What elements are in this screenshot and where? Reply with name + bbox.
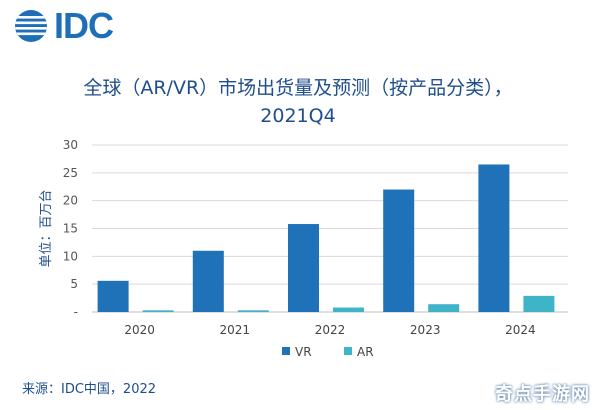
legend-label-vr: VR xyxy=(295,345,312,359)
x-tick-label: 2021 xyxy=(220,323,251,337)
bar-ar-2024 xyxy=(523,295,555,312)
bar-vr-2024 xyxy=(478,164,510,312)
y-tick-label: 25 xyxy=(63,166,78,180)
x-tick-label: 2020 xyxy=(124,323,155,337)
y-tick-label: 10 xyxy=(63,249,78,263)
watermark: 奇点手游网 xyxy=(495,384,590,405)
chart-title-line2: 2021Q4 xyxy=(260,105,336,127)
bar-ar-2023 xyxy=(428,304,460,312)
y-axis-label: 单位：百万台 xyxy=(39,189,54,267)
bar-ar-2020 xyxy=(142,310,174,312)
y-tick-label: 5 xyxy=(70,277,78,291)
bar-vr-2022 xyxy=(288,224,319,312)
y-tick-label: - xyxy=(74,305,78,319)
bar-vr-2023 xyxy=(383,189,415,312)
chart-title: 全球（AR/VR）市场出货量及预测（按产品分类）， 2021Q4 xyxy=(0,74,596,130)
legend-swatch-ar xyxy=(344,347,352,355)
logo-text: IDC xyxy=(54,5,114,46)
idc-logo: IDC xyxy=(14,5,114,46)
bar-vr-2020 xyxy=(97,280,129,312)
chart-title-line1: 全球（AR/VR）市场出货量及预测（按产品分类）， xyxy=(83,77,513,99)
x-tick-label: 2024 xyxy=(505,323,536,337)
legend-label-ar: AR xyxy=(357,345,374,359)
x-tick-label: 2023 xyxy=(410,323,441,337)
legend-swatch-vr xyxy=(282,347,290,355)
y-tick-label: 30 xyxy=(63,138,78,152)
y-tick-label: 20 xyxy=(63,194,78,208)
x-tick-label: 2022 xyxy=(315,323,346,337)
bar-vr-2021 xyxy=(192,250,224,312)
bar-ar-2021 xyxy=(237,310,269,312)
source-note: 来源：IDC中国，2022 xyxy=(22,382,157,397)
y-tick-label: 15 xyxy=(63,222,78,236)
idc-globe-icon xyxy=(15,10,47,42)
bar-ar-2022 xyxy=(333,307,364,312)
